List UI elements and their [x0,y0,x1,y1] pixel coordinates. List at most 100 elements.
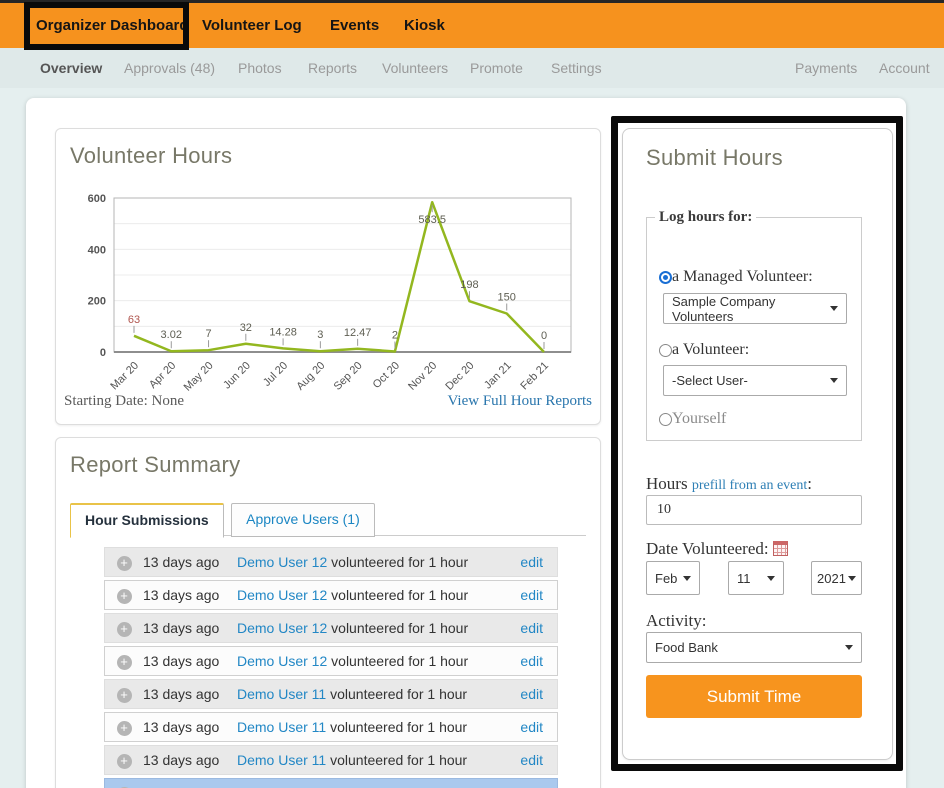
row-message: Demo User 11 volunteered for 1 hour [237,686,520,702]
yourself-radio-row: Yourself [659,410,726,428]
svg-text:14.28: 14.28 [269,326,297,338]
subnav-volunteers[interactable]: Volunteers [382,48,448,88]
submit-time-button[interactable]: Submit Time [646,675,862,718]
subnav-reports[interactable]: Reports [308,48,357,88]
table-row: 13 days ago Demo User 11 volunteered for… [104,679,558,709]
row-plus-cell [105,587,143,604]
activity-select[interactable]: Food Bank [646,632,862,663]
row-user-link[interactable]: Demo User 12 [237,620,327,636]
subnav-settings[interactable]: Settings [551,48,602,88]
nav-events[interactable]: Events [330,3,379,48]
tab-approve-users[interactable]: Approve Users (1) [231,503,375,537]
chevron-down-icon [845,645,853,650]
volunteer-label: a Volunteer: [672,341,749,359]
row-text: volunteered for 1 hour [327,653,468,669]
row-edit-link[interactable]: edit [520,653,543,669]
chevron-down-icon [683,576,691,581]
row-message: Demo User 11 volunteered for 1 hour [237,752,520,768]
year-select[interactable]: 2021 [811,561,862,595]
expand-plus-icon[interactable] [117,622,132,637]
managed-volunteer-select[interactable]: Sample Company Volunteers [663,293,847,324]
svg-text:63: 63 [128,314,140,326]
expand-plus-icon[interactable] [117,655,132,670]
row-edit-link[interactable]: edit [520,719,543,735]
row-message: Demo User 12 volunteered for 1 hour [237,653,520,669]
month-select[interactable]: Feb [646,561,700,595]
svg-text:Feb 21: Feb 21 [518,360,551,393]
svg-text:7: 7 [205,328,211,340]
row-edit-link[interactable]: edit [520,752,543,768]
table-row: 13 days ago Demo User 12 volunteered for… [104,613,558,643]
expand-plus-icon[interactable] [117,688,132,703]
select-user-select[interactable]: -Select User- [663,365,847,396]
svg-text:Jan 21: Jan 21 [482,360,514,392]
row-text: volunteered for 1 hour [326,686,467,702]
tab-hour-submissions[interactable]: Hour Submissions [70,503,224,538]
nav-kiosk[interactable]: Kiosk [404,3,445,48]
svg-text:3.02: 3.02 [161,329,182,341]
organizer-dashboard-screen: Organizer Dashboard Volunteer Log Events… [0,0,944,788]
subnav-photos[interactable]: Photos [238,48,282,88]
day-select-value: 11 [737,571,751,586]
subnav-account[interactable]: Account [879,48,930,88]
row-edit-link[interactable]: edit [520,686,543,702]
hours-label: Hours prefill from an event: [646,474,812,494]
nav-organizer-dashboard[interactable]: Organizer Dashboard [36,3,189,48]
calendar-icon[interactable] [773,541,788,556]
hours-input[interactable] [646,495,862,525]
view-full-hour-reports-link[interactable]: View Full Hour Reports [447,393,592,410]
subnav-approvals[interactable]: Approvals (48) [124,48,215,88]
top-navbar: Organizer Dashboard Volunteer Log Events… [0,3,944,48]
row-time: 13 days ago [143,620,237,636]
row-user-link[interactable]: Demo User 12 [237,653,327,669]
secondary-navbar: Overview Approvals (48) Photos Reports V… [0,48,944,88]
svg-text:400: 400 [88,244,106,256]
row-plus-cell [105,752,143,769]
row-user-link[interactable]: Demo User 11 [237,686,326,702]
yourself-label: Yourself [672,410,726,428]
table-row: 13 days ago Demo User 11 volunteered for… [104,778,558,788]
svg-text:May 20: May 20 [182,360,216,393]
prefill-from-event-link[interactable]: prefill from an event [692,478,807,493]
subnav-payments[interactable]: Payments [795,48,857,88]
row-user-link[interactable]: Demo User 12 [237,587,327,603]
svg-text:Apr 20: Apr 20 [147,360,178,391]
chevron-down-icon [830,378,838,383]
row-plus-cell [105,785,143,788]
row-text: volunteered for 1 hour [327,554,468,570]
day-select[interactable]: 11 [728,561,784,595]
expand-plus-icon[interactable] [117,589,132,604]
chart-footer: Starting Date: None View Full Hour Repor… [64,393,592,410]
table-row: 13 days ago Demo User 11 volunteered for… [104,712,558,742]
starting-date-label: Starting Date: None [64,393,184,410]
row-user-link[interactable]: Demo User 11 [237,719,326,735]
expand-plus-icon[interactable] [117,556,132,571]
chevron-down-icon [830,306,838,311]
row-edit-link[interactable]: edit [520,620,543,636]
row-message: Demo User 11 volunteered for 1 hour [237,719,520,735]
managed-volunteer-radio-row: a Managed Volunteer: [659,268,813,286]
row-plus-cell [105,719,143,736]
subnav-promote[interactable]: Promote [470,48,523,88]
managed-volunteer-radio[interactable] [659,271,672,284]
svg-text:Mar 20: Mar 20 [108,360,141,393]
expand-plus-icon[interactable] [117,754,132,769]
row-plus-cell [105,620,143,637]
row-time: 13 days ago [143,719,237,735]
submit-hours-card: Submit Hours Log hours for: a Managed Vo… [622,128,893,760]
svg-text:0: 0 [541,330,547,342]
svg-text:Nov 20: Nov 20 [406,360,439,393]
volunteer-radio[interactable] [659,344,672,357]
row-text: volunteered for 1 hour [327,587,468,603]
svg-text:Sep 20: Sep 20 [332,360,365,393]
row-time: 13 days ago [143,752,237,768]
nav-volunteer-log[interactable]: Volunteer Log [202,3,302,48]
subnav-overview[interactable]: Overview [40,48,102,88]
row-user-link[interactable]: Demo User 11 [237,752,326,768]
row-user-link[interactable]: Demo User 12 [237,554,327,570]
row-edit-link[interactable]: edit [520,554,543,570]
yourself-radio[interactable] [659,413,672,426]
row-edit-link[interactable]: edit [520,587,543,603]
row-time: 13 days ago [143,686,237,702]
expand-plus-icon[interactable] [117,721,132,736]
